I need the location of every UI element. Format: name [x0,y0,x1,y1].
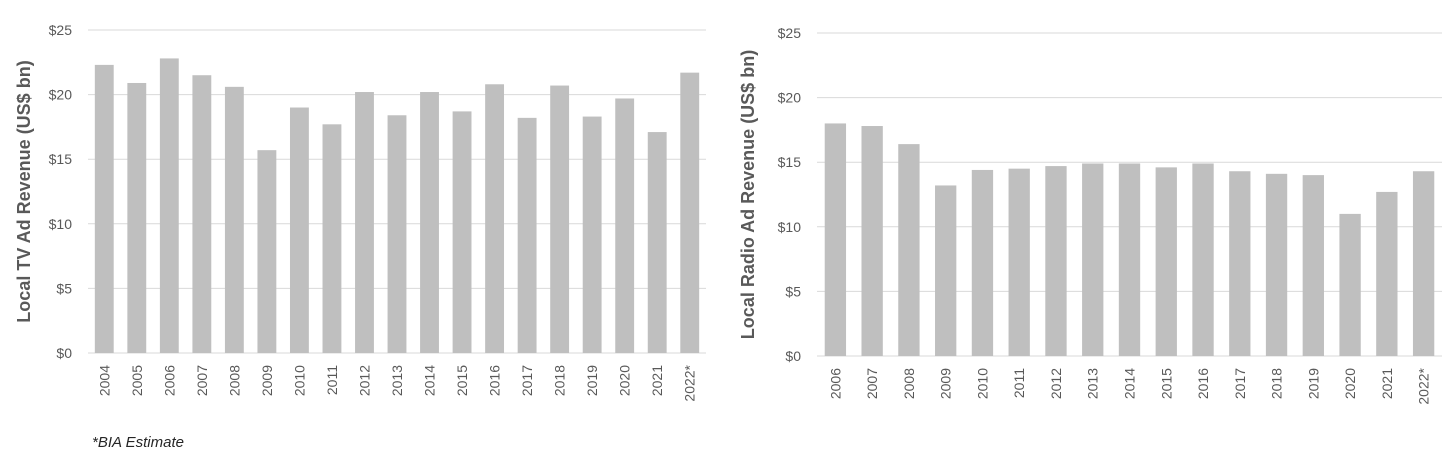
x-tick-label: 2014 [422,365,438,396]
x-tick-label: 2014 [1122,368,1138,399]
x-tick-label: 2018 [1269,368,1285,399]
x-tick-label: 2009 [259,365,275,396]
x-tick-label: 2004 [96,365,112,396]
bar-2014 [420,92,439,354]
y-tick-label: $0 [56,345,72,361]
y-tick-label: $10 [778,219,802,235]
x-tick-label: 2015 [454,365,470,396]
y-tick-label: $5 [785,283,801,299]
y-axis-label: Local Radio Ad Revenue (US$ bn) [738,50,758,339]
bar-2020 [1339,213,1361,356]
x-tick-label: 2008 [226,365,242,396]
y-tick-label: $15 [778,154,802,170]
bar-2011 [1008,168,1030,356]
local-tv-revenue-chart: $0 $5 $10 $15 $20 $25 Local TV Ad Revenue (US$… [14,22,706,402]
y-tick-label: $15 [49,151,73,167]
y-tick-label: $25 [778,25,802,41]
x-tick-label: 2022* [682,364,698,401]
bar-2015 [1155,167,1177,356]
y-tick-label: $0 [785,348,801,364]
local-radio-revenue-chart: $0 $5 $10 $15 $20 $25 Local Radio Ad Revenue (… [738,25,1442,405]
bar-2019 [1302,175,1324,356]
bar-2011 [322,124,342,353]
y-tick-label: $10 [49,216,73,232]
bar-2008 [224,86,244,354]
y-tick-label: $5 [56,280,72,296]
bar-2013 [387,115,407,353]
bar-2015 [452,111,472,353]
y-tick-label: $25 [49,22,73,38]
bar-2018 [1265,173,1288,356]
x-tick-label: 2021 [1379,368,1395,399]
y-tick-label: $20 [49,87,73,103]
x-tick-label: 2017 [519,365,535,396]
x-tick-label: 2020 [1342,368,1358,399]
x-tick-label: 2006 [827,368,843,399]
y-axis-label: Local TV Ad Revenue (US$ bn) [14,60,34,322]
y-tick-label: $20 [778,90,802,106]
bar-2021 [647,132,667,353]
x-tick-label: 2012 [1048,368,1064,399]
bar-2007 [861,126,883,356]
x-tick-label: 2021 [649,365,665,396]
bar-2022-est [680,72,700,354]
x-tick-label: 2010 [291,365,307,396]
x-tick-label: 2017 [1232,368,1248,399]
x-tick-label: 2019 [1305,368,1321,399]
bar-2012 [1045,166,1067,356]
bar-2014 [1118,163,1141,356]
bar-2009 [935,185,957,356]
bar-2017 [1229,171,1251,356]
bar-2022-est [1412,171,1435,356]
x-tick-label: 2009 [938,368,954,399]
x-tick-label: 2007 [864,368,880,399]
bar-2019 [582,116,602,354]
bar-2006 [159,58,179,353]
x-tick-label: 2020 [617,365,633,396]
bar-2008 [898,144,920,356]
x-tick-label: 2019 [584,365,600,396]
bar-2010 [971,169,994,356]
x-tick-label: 2007 [194,365,210,396]
x-tick-label: 2008 [901,368,917,399]
bar-2007 [192,75,212,353]
bar-2020 [615,98,635,353]
bar-2005 [127,82,147,354]
x-tick-label: 2016 [1195,368,1211,399]
x-tick-label: 2006 [161,365,177,396]
x-tick-label: 2015 [1158,368,1174,399]
x-tick-label: 2011 [324,365,340,395]
footnote: *BIA Estimate [92,434,184,451]
x-tick-label: 2018 [552,365,568,396]
bar-2017 [517,117,537,353]
bar-2016 [1192,163,1214,356]
bar-2010 [289,107,309,354]
bar-2016 [485,84,505,353]
x-tick-label: 2016 [487,365,503,396]
bar-2018 [550,85,570,353]
bar-2009 [257,150,277,353]
x-tick-label: 2013 [389,365,405,396]
x-tick-label: 2010 [974,368,990,399]
x-tick-label: 2005 [129,365,145,396]
bar-2013 [1082,163,1104,356]
bar-2021 [1376,191,1398,356]
x-tick-label: 2012 [356,365,372,396]
bar-2004 [94,64,114,353]
x-tick-label: 2011 [1011,368,1027,398]
x-tick-label: 2013 [1085,368,1101,399]
x-tick-label: 2022* [1416,367,1432,404]
bar-2006 [824,123,847,356]
bar-2012 [355,92,374,354]
